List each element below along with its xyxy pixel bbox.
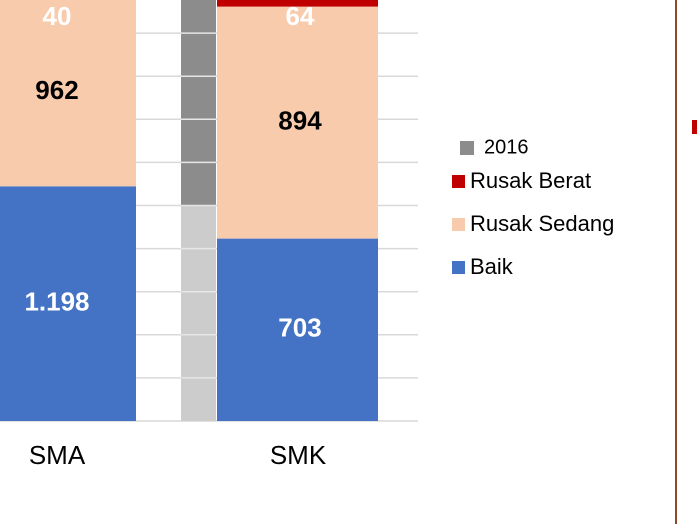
- legend-swatch: [452, 261, 465, 274]
- legend-swatch: [452, 175, 465, 188]
- value-label: 64: [286, 1, 315, 31]
- legend-label: Rusak Sedang: [470, 211, 614, 236]
- legend-swatch: [452, 218, 465, 231]
- cropped-mark: [692, 120, 697, 134]
- value-label: 703: [278, 313, 321, 343]
- x-tick-label: SMK: [270, 440, 327, 470]
- value-label: 894: [278, 105, 322, 135]
- value-label: 40: [43, 1, 72, 31]
- bar-segment: [217, 238, 378, 421]
- legend-swatch: [460, 141, 474, 155]
- gray-bar-dark: [181, 0, 216, 205]
- bar-segment: [0, 0, 136, 187]
- x-tick-label: SMA: [29, 440, 86, 470]
- legend-label: Rusak Berat: [470, 168, 591, 193]
- legend-label: 2016: [484, 136, 529, 158]
- bar-segment: [217, 6, 378, 239]
- value-label: 1.198: [24, 287, 89, 317]
- gray-bar-light: [181, 205, 216, 421]
- bar-segment: [217, 0, 378, 7]
- bar-segment: [0, 186, 136, 421]
- legend-label: Baik: [470, 254, 514, 279]
- value-label: 962: [35, 75, 78, 105]
